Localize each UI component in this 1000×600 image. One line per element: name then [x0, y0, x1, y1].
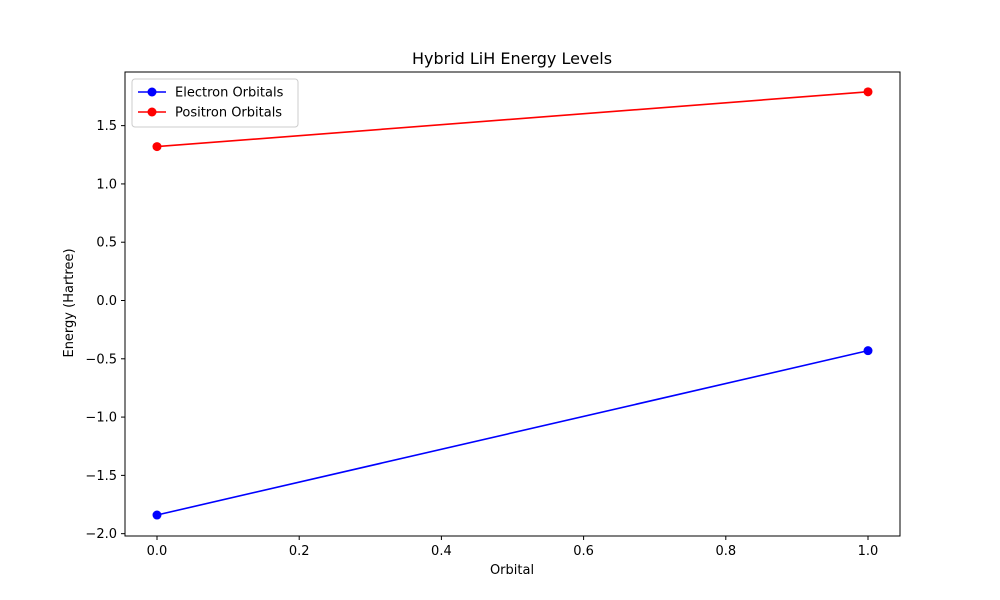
chart-title: Hybrid LiH Energy Levels	[412, 49, 612, 68]
legend-label-1: Electron Orbitals	[175, 86, 284, 101]
axes-frame	[124, 71, 901, 537]
x-axis-label: Orbital	[490, 563, 534, 578]
series-line-1	[156, 349, 869, 516]
y-tick-label: 0.5	[96, 236, 117, 251]
y-axis-label: Energy (Hartree)	[62, 248, 77, 357]
y-tick-label: −1.0	[85, 411, 117, 426]
plot-area: 0.0 0.2 0.4 0.6 0.8 1.0 −2.0 −1.5 −1.0 −0.5 0.0 0.5…	[85, 71, 901, 559]
y-tick-label: −2.0	[85, 527, 117, 542]
y-tick-label: 0.0	[96, 294, 117, 309]
x-tick-label: 0.2	[289, 544, 310, 559]
y-tick-label: 1.5	[96, 119, 117, 134]
y-tick-label: −1.5	[85, 469, 117, 484]
series-line-2	[156, 91, 869, 148]
legend-label-2: Positron Orbitals	[175, 106, 282, 121]
legend-box	[131, 78, 299, 128]
series-2-point	[863, 87, 873, 97]
series-1-point	[863, 346, 873, 356]
x-tick-label: 0.8	[715, 544, 736, 559]
y-tick-label: −0.5	[85, 352, 117, 367]
legend: Electron Orbitals Positron Orbitals	[131, 78, 299, 128]
legend-marker-2	[147, 107, 157, 117]
y-tick-label: 1.0	[96, 177, 117, 192]
series-1-point	[152, 510, 162, 520]
x-tick-label: 0.4	[431, 544, 452, 559]
x-tick-label: 1.0	[858, 544, 879, 559]
x-tick-label: 0.0	[147, 544, 168, 559]
legend-marker-1	[147, 87, 157, 97]
x-tick-label: 0.6	[573, 544, 594, 559]
series-2-point	[152, 142, 162, 152]
